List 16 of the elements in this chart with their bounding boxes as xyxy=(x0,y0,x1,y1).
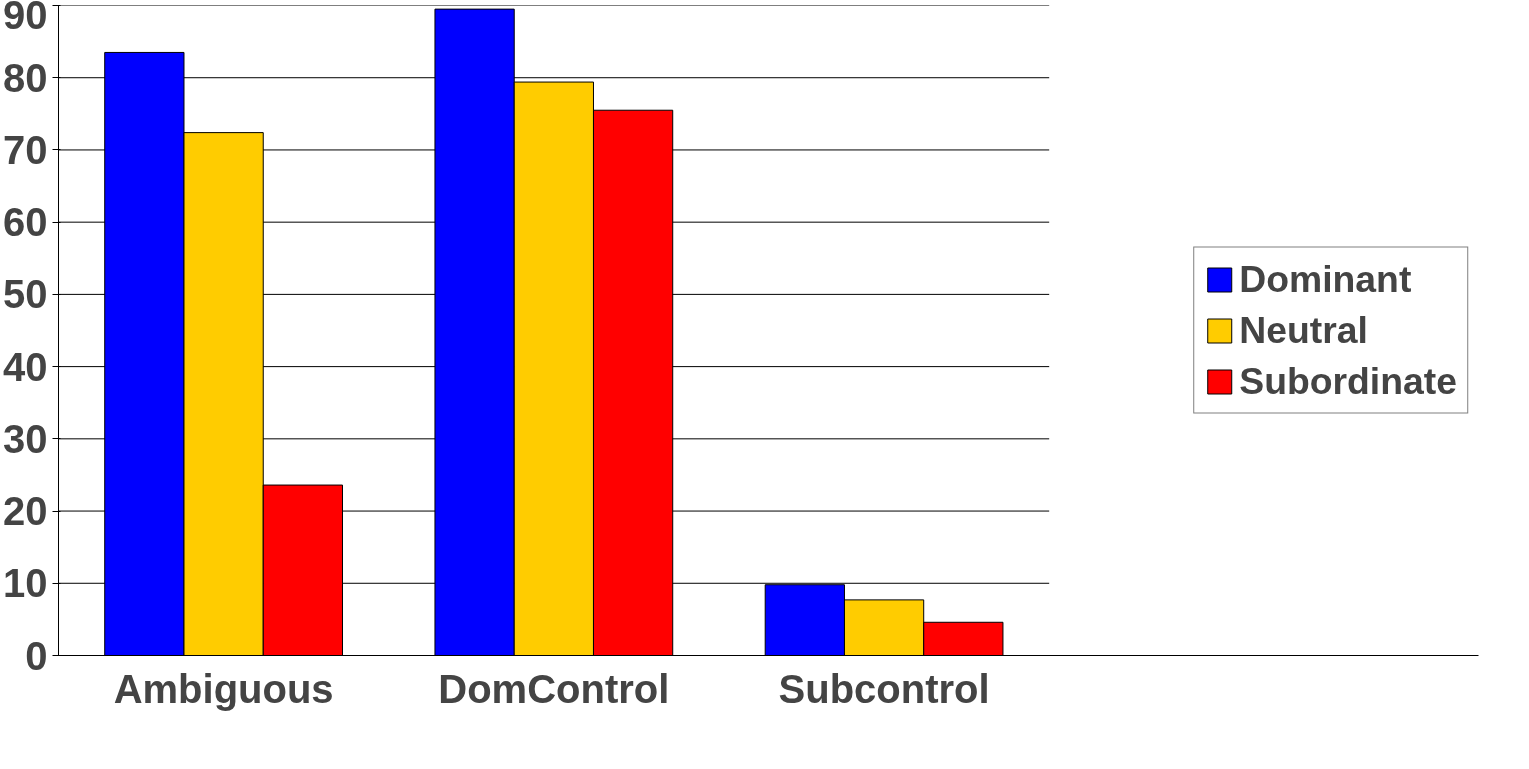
y-tick-label: 70 xyxy=(3,127,48,172)
y-tick-label: 80 xyxy=(3,55,48,100)
legend-label: Neutral xyxy=(1239,308,1368,352)
y-tick-label: 60 xyxy=(3,200,48,245)
y-tick-label: 90 xyxy=(3,0,48,37)
x-tick-label: Subcontrol xyxy=(778,666,990,711)
y-tick-label: 20 xyxy=(3,489,48,534)
y-tick-label: 0 xyxy=(25,633,48,678)
y-tick-label: 30 xyxy=(3,416,48,461)
y-tick-label: 40 xyxy=(3,344,48,389)
legend-label: Dominant xyxy=(1239,257,1412,301)
y-tick-label: 10 xyxy=(3,561,48,606)
y-tick-label: 50 xyxy=(3,272,48,317)
x-tick-label: Ambiguous xyxy=(113,666,334,711)
x-tick-label: DomControl xyxy=(438,666,670,711)
legend-label: Subordinate xyxy=(1239,359,1457,403)
